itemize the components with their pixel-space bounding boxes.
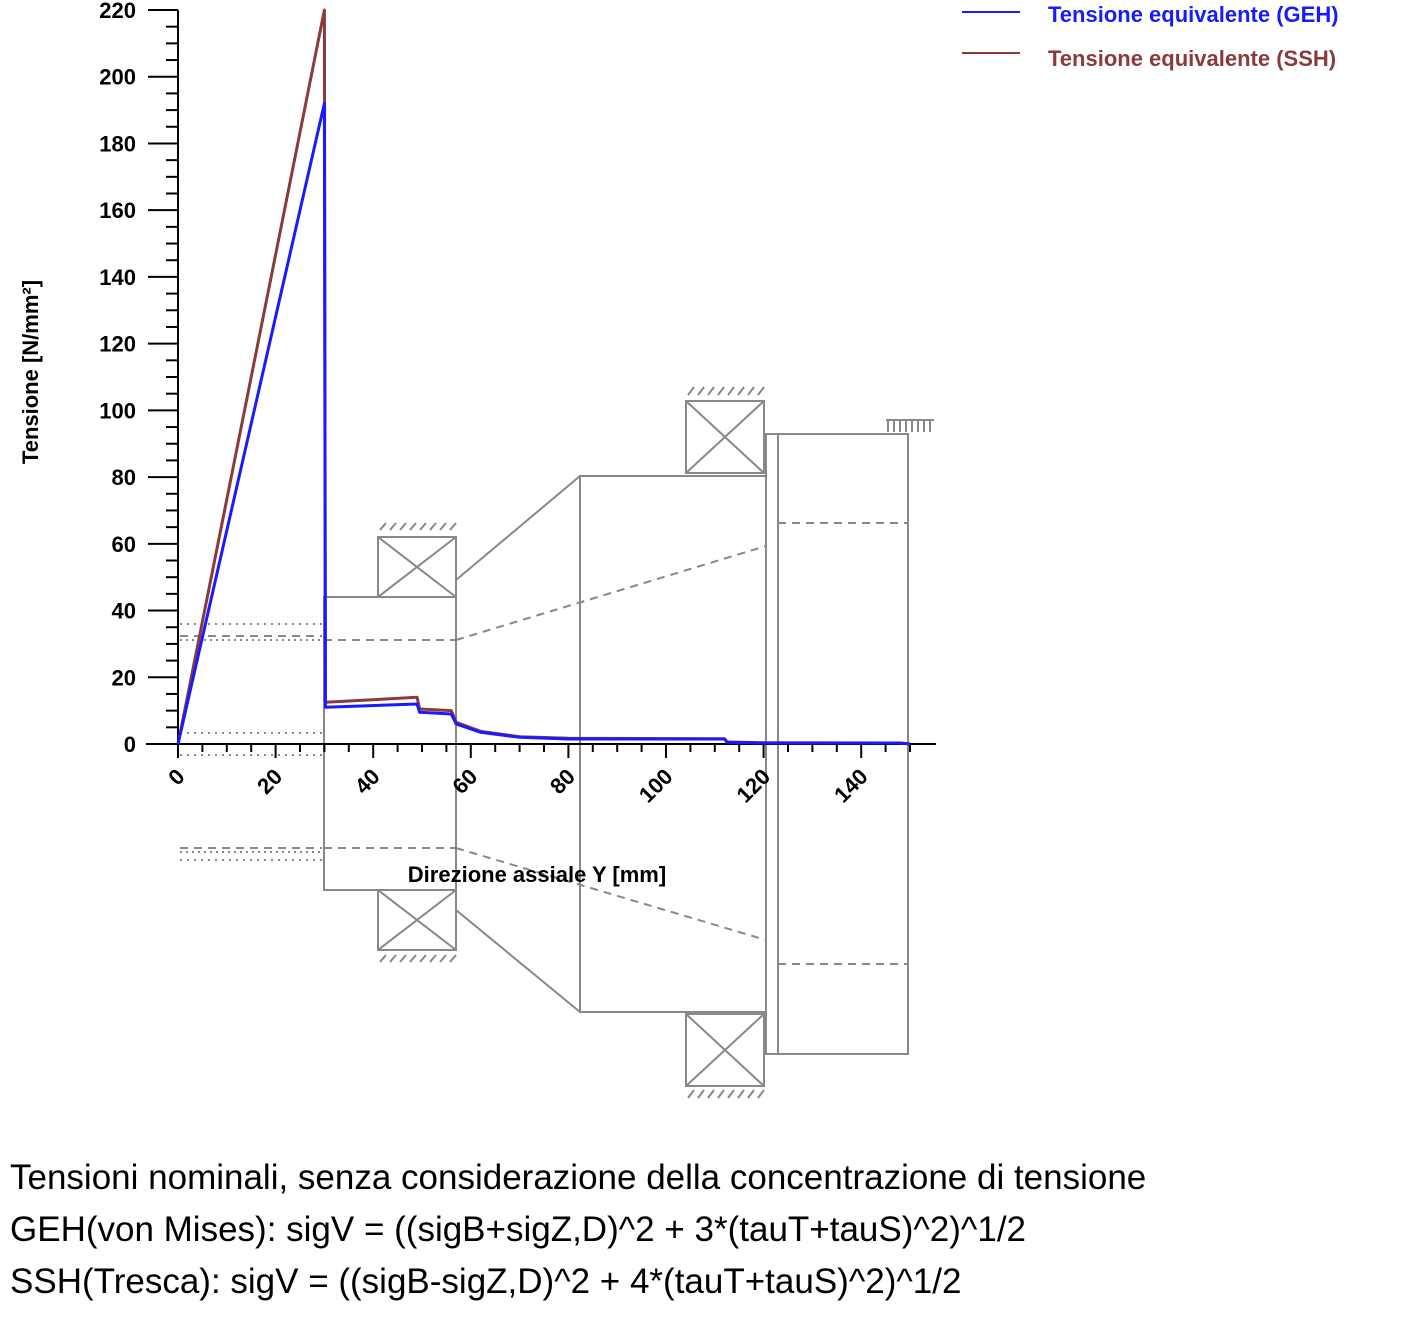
y-tick-label: 160	[99, 198, 136, 223]
y-tick-label: 180	[99, 131, 136, 156]
x-tick-label: 80	[545, 764, 580, 799]
y-tick-label: 60	[112, 532, 136, 557]
stress-chart: 0 20 40 60 80 100 120 140 160 180 200 220 0 20 40 60 80…	[18, 0, 1339, 1099]
y-ticks: 0 20 40 60 80 100 120 140 160 180 200 220	[99, 0, 178, 757]
x-tick-label: 140	[829, 764, 873, 808]
legend-label-geh: Tensione equivalente (GEH)	[1048, 2, 1339, 27]
x-tick-label: 60	[447, 764, 482, 799]
x-tick-label: 120	[731, 764, 775, 808]
legend: Tensione equivalente (GEH) Tensione equi…	[962, 2, 1339, 71]
x-tick-label: 20	[252, 764, 287, 799]
y-tick-label: 80	[112, 465, 136, 490]
y-tick-label: 220	[99, 0, 136, 23]
note-line-2: GEH(von Mises): sigV = ((sigB+sigZ,D)^2 …	[10, 1210, 1027, 1249]
x-axis-title: Direzione assiale Y [mm]	[408, 862, 666, 887]
y-tick-label: 140	[99, 265, 136, 290]
y-tick-label: 100	[99, 398, 136, 423]
y-tick-label: 20	[112, 665, 136, 690]
y-tick-label: 200	[99, 65, 136, 90]
x-tick-label: 0	[163, 764, 189, 790]
legend-label-ssh: Tensione equivalente (SSH)	[1048, 46, 1336, 71]
series-line-geh	[176, 101, 911, 746]
stress-notes: Tensioni nominali, senza considerazione …	[10, 1152, 1410, 1308]
y-tick-label: 0	[124, 732, 136, 757]
note-line-1: Tensioni nominali, senza considerazione …	[10, 1158, 1147, 1197]
axes	[146, 10, 936, 745]
x-tick-label: 100	[634, 764, 678, 808]
x-ticks: 0 20 40 60 80 100 120 140	[163, 744, 911, 808]
note-line-3: SSH(Tresca): sigV = ((sigB-sigZ,D)^2 + 4…	[10, 1262, 962, 1301]
series-line-ssh	[176, 8, 911, 746]
y-axis-title: Tensione [N/mm²]	[18, 280, 43, 464]
y-tick-label: 120	[99, 332, 136, 357]
y-tick-label: 40	[112, 599, 136, 624]
x-tick-label: 40	[350, 764, 385, 799]
series-layer	[176, 8, 911, 746]
